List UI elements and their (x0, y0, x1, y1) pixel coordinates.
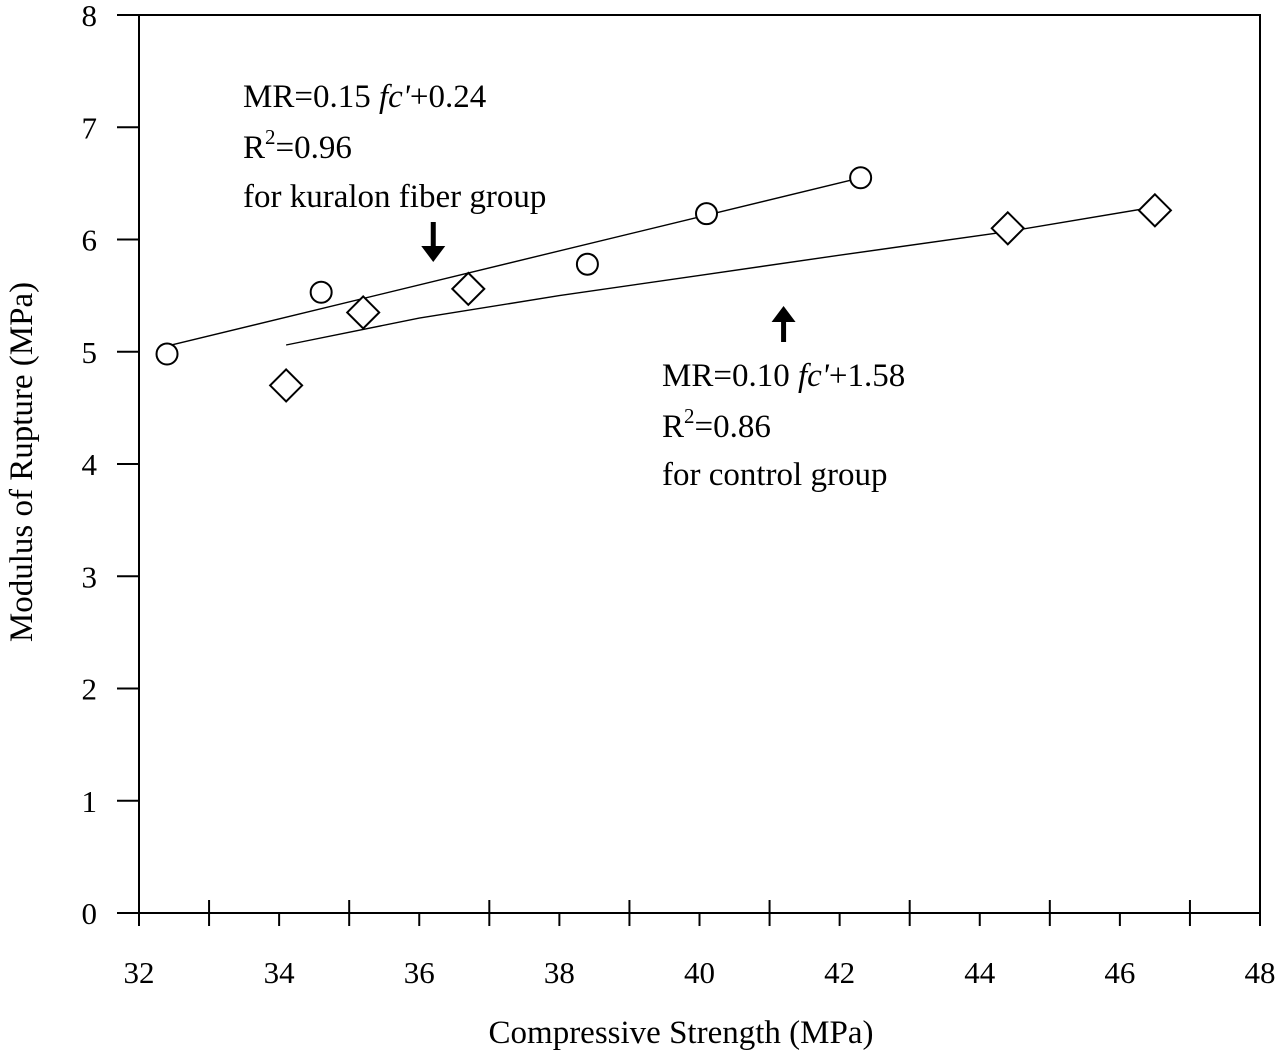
circle-point (695, 202, 719, 226)
diamond-point (990, 210, 1026, 246)
x-tick-label: 46 (1104, 955, 1135, 990)
y-tick-label: 5 (82, 335, 98, 370)
annotation-arrows (421, 222, 796, 342)
kuralon-group-label: for kuralon fiber group (243, 179, 546, 215)
x-tick-label: 42 (824, 955, 855, 990)
y-tick-label: 2 (82, 672, 98, 707)
x-tick-label: 36 (404, 955, 435, 990)
circle-point (849, 166, 873, 190)
x-tick-label: 48 (1245, 955, 1276, 990)
y-tick-label: 8 (82, 0, 98, 33)
y-tick-label: 0 (82, 896, 98, 931)
x-axis-ticks: 32 34 36 38 40 42 44 46 48 (124, 900, 1276, 990)
y-tick-label: 6 (82, 223, 98, 258)
control-trend-line (285, 206, 1156, 346)
kuralon-equation: MR=0.15 fc'+0.24 (243, 79, 486, 115)
y-tick-label: 1 (82, 784, 98, 819)
circle-point (309, 280, 333, 304)
x-tick-label: 32 (124, 955, 155, 990)
kuralon-trend-line (166, 177, 861, 347)
x-tick-label: 34 (264, 955, 296, 990)
x-tick-label: 40 (684, 955, 715, 990)
control-r-squared: R2=0.86 (662, 404, 771, 445)
circle-point (575, 252, 599, 276)
y-axis-ticks: 0 1 2 3 4 5 6 7 8 (82, 0, 139, 931)
y-tick-label: 4 (82, 447, 98, 482)
control-group-label: for control group (662, 457, 887, 493)
x-tick-label: 38 (544, 955, 575, 990)
y-tick-label: 7 (82, 110, 98, 145)
kuralon-r-squared: R2=0.96 (243, 125, 352, 166)
diamond-point (1137, 192, 1173, 228)
y-tick-label: 3 (82, 559, 98, 594)
control-equation: MR=0.10 fc'+1.58 (662, 358, 905, 394)
x-tick-label: 44 (964, 955, 996, 990)
diamond-point (345, 295, 381, 330)
arrow-down-head (421, 246, 446, 262)
circle-point (155, 342, 179, 366)
y-axis-title: Modulus of Rupture (MPa) (4, 282, 40, 642)
data-points (155, 166, 1173, 403)
x-axis-title: Compressive Strength (MPa) (489, 1015, 874, 1051)
diamond-point (450, 271, 486, 307)
arrow-up-head (771, 306, 796, 322)
diamond-point (268, 368, 304, 403)
